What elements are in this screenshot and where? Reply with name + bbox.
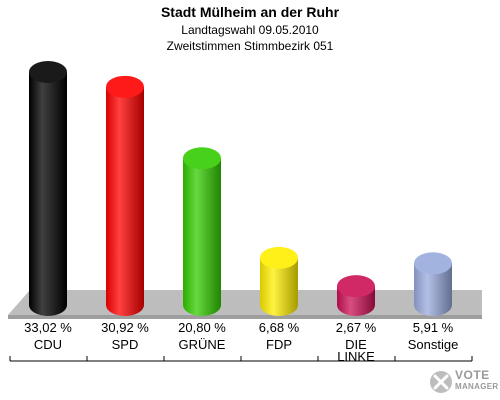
ballot-cross-icon <box>430 371 452 393</box>
bar-body <box>183 158 221 316</box>
bar-top <box>183 147 221 170</box>
bar-body <box>414 263 452 316</box>
bar-body <box>260 257 298 316</box>
bar-value-label: 33,02 % <box>24 320 72 335</box>
bar-grüne <box>183 147 221 316</box>
chart-floor-edge <box>8 315 482 319</box>
bar-top <box>337 275 375 298</box>
bar-die-linke <box>337 275 375 316</box>
logo-wordmark-vote: VOTE <box>455 368 490 382</box>
chart-title: Stadt Mülheim an der Ruhr <box>160 4 340 20</box>
bar-fdp <box>260 246 298 316</box>
bar-value-label: 20,80 % <box>178 320 226 335</box>
chart-floor <box>8 290 482 319</box>
category-tick-label: CDU <box>34 337 62 352</box>
bar-body <box>29 72 67 316</box>
logo-wordmark-manager: MANAGER <box>455 382 499 391</box>
category-tick-label: SPD <box>112 337 139 352</box>
chart-subtitle-district: Zweitstimmen Stimmbezirk 051 <box>166 39 334 53</box>
bars <box>29 61 452 316</box>
bar-value-label: 2,67 % <box>336 320 377 335</box>
bar-top <box>414 252 452 275</box>
bar-top <box>29 61 67 83</box>
chart-floor-top <box>8 290 482 315</box>
bar-value-label: 5,91 % <box>413 320 454 335</box>
category-tick-label: DIE <box>345 337 367 352</box>
bar-cdu <box>29 61 67 316</box>
bar-sonstige <box>414 252 452 316</box>
bar-top <box>106 75 144 98</box>
vote-manager-logo: VOTE MANAGER <box>426 366 500 400</box>
category-tick-label: GRÜNE <box>179 337 226 352</box>
bar-spd <box>106 75 144 316</box>
bar-body <box>106 86 144 316</box>
bar-top <box>260 246 298 269</box>
category-tick-label: Sonstige <box>408 337 459 352</box>
chart-subtitle-election: Landtagswahl 09.05.2010 <box>181 23 319 37</box>
bar-value-label: 6,68 % <box>259 320 300 335</box>
category-tick-label: LINKE <box>337 349 375 364</box>
category-tick-label: FDP <box>266 337 292 352</box>
bar-value-label: 30,92 % <box>101 320 149 335</box>
bar-labels: 33,02 % 30,92 % 20,80 % 6,68 % 2,67 % 5,91 % <box>24 320 454 335</box>
